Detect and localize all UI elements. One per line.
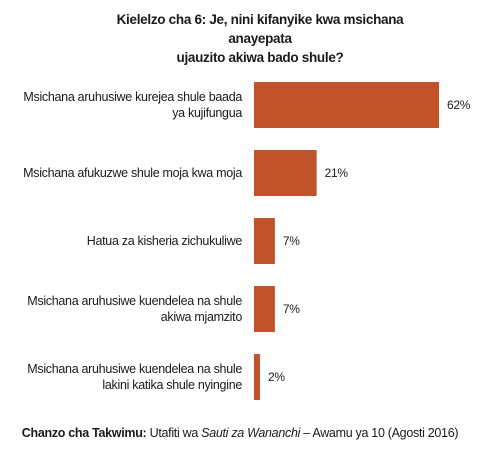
chart-title-line-2: ujauzito akiwa bado shule?	[176, 50, 344, 65]
source-note: Chanzo cha Takwimu: Utafiti wa Sauti za …	[0, 426, 480, 440]
category-label-3-line-0: Msichana aruhusiwe kuendelea na shule	[27, 294, 242, 308]
value-label-0: 62%	[447, 98, 471, 112]
category-label-1-line-0: Msichana afukuzwe shule moja kwa moja	[23, 166, 242, 180]
bar-3	[254, 286, 275, 332]
bar-0	[254, 82, 439, 128]
category-label-0-line-0: Msichana aruhusiwe kurejea shule baada	[23, 90, 242, 104]
source-text-pre: Utafiti wa	[146, 426, 202, 440]
bar-chart: 62% Msichana aruhusiwe kurejea shule baad…	[23, 82, 471, 400]
source-text-post: – Awamu ya 10 (Agosti 2016)	[300, 426, 459, 440]
category-label-4-line-0: Msichana aruhusiwe kuendelea na shule	[27, 362, 242, 376]
category-label-3-line-1: akiwa mjamzito	[161, 310, 243, 324]
category-label-0-line-1: ya kujifungua	[172, 106, 242, 120]
category-label-2-line-0: Hatua za kisheria zichukuliwe	[87, 234, 243, 248]
chart-title-line-1: Kielelzo cha 6: Je, nini kifanyike kwa m…	[116, 12, 404, 46]
bar-2	[254, 218, 275, 264]
source-label: Chanzo cha Takwimu:	[21, 426, 147, 440]
value-label-2: 7%	[283, 234, 300, 248]
value-label-3: 7%	[283, 302, 300, 316]
chart-title: Kielelzo cha 6: Je, nini kifanyike kwa m…	[100, 10, 420, 67]
source-survey-name: Sauti za Wananchi	[201, 426, 301, 440]
bar-1	[254, 150, 317, 196]
category-label-4-line-1: lakini katika shule nyingine	[102, 378, 242, 392]
value-label-4: 2%	[268, 370, 285, 384]
value-label-1: 21%	[325, 166, 349, 180]
bar-4	[254, 354, 260, 400]
